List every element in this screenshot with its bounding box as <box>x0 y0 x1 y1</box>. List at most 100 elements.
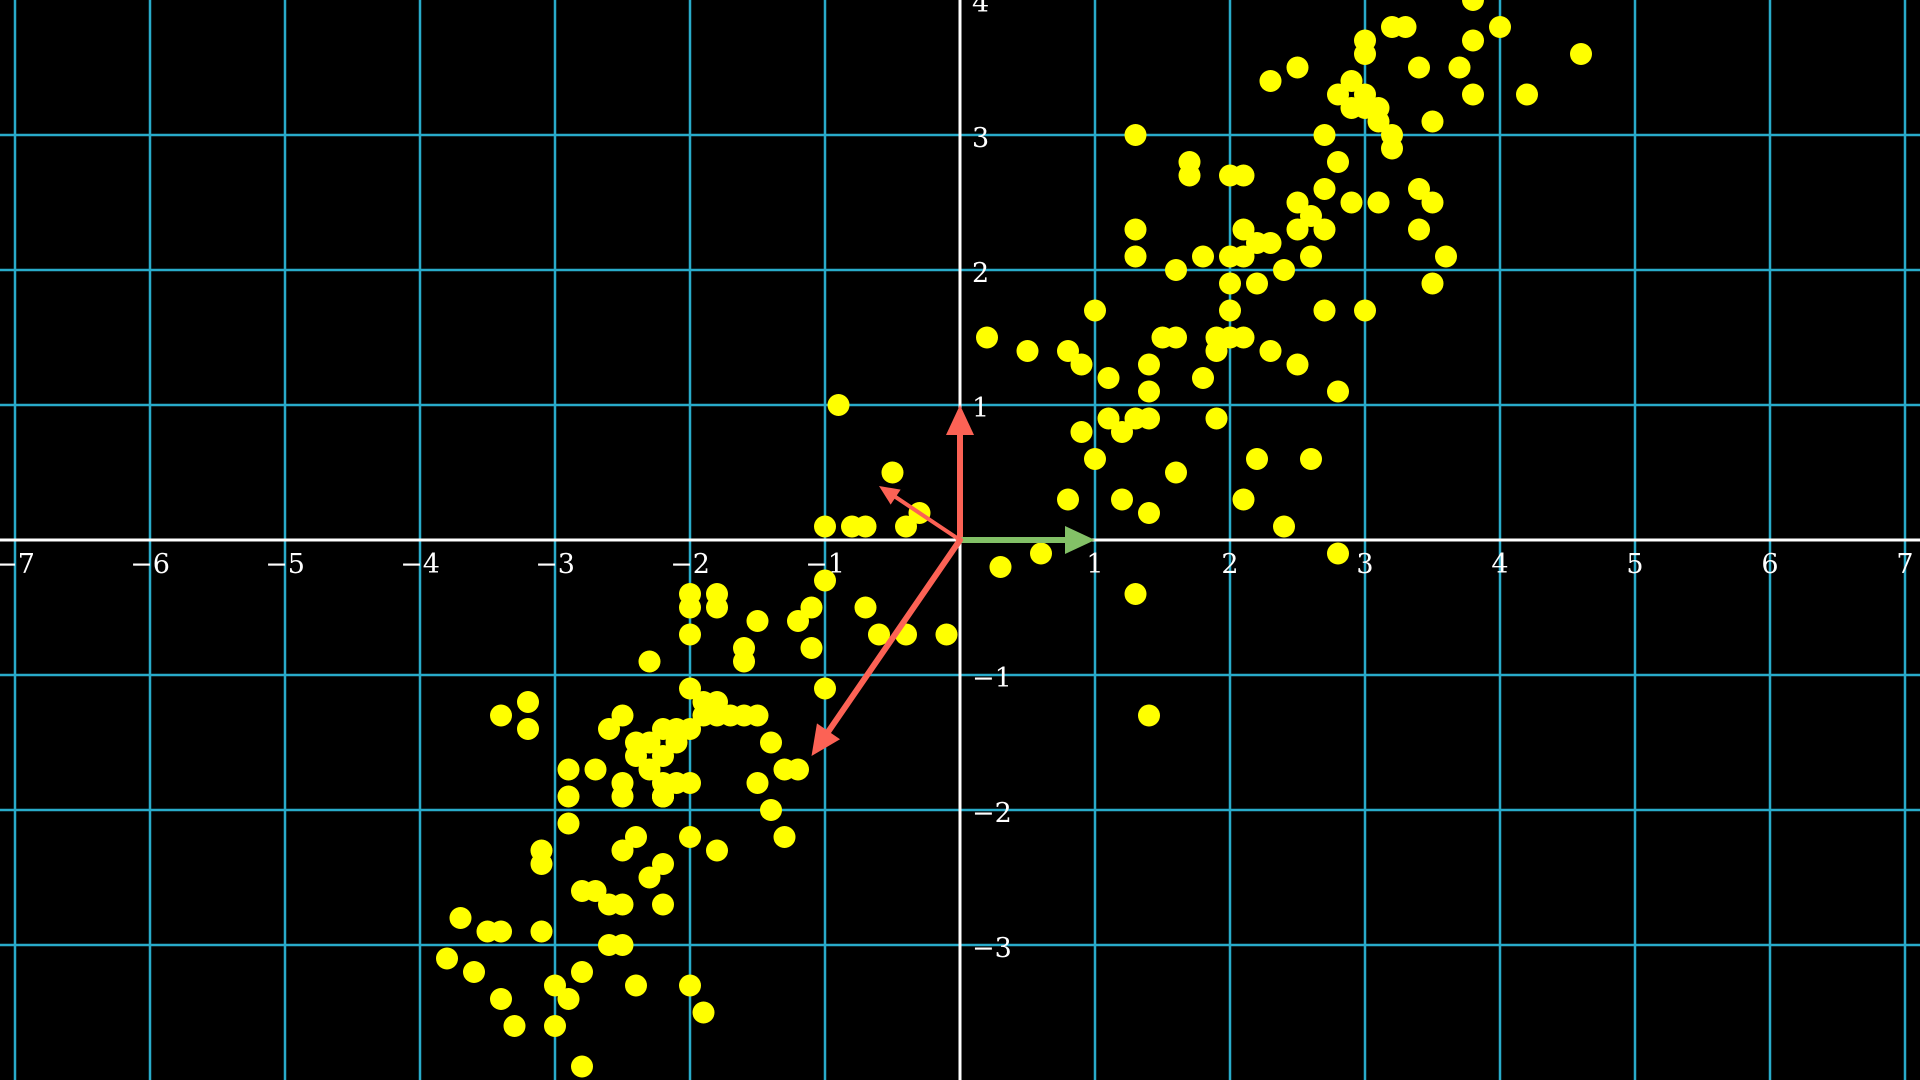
data-point <box>1354 29 1376 52</box>
x-tick-label: 4 <box>1491 549 1508 580</box>
data-point <box>1070 421 1093 443</box>
data-point <box>800 637 823 659</box>
data-point <box>1462 29 1484 52</box>
data-point <box>1286 353 1309 376</box>
data-point <box>1354 299 1376 322</box>
data-point <box>1516 83 1538 106</box>
data-point <box>814 515 836 538</box>
data-point <box>935 623 958 646</box>
data-point <box>1070 353 1093 376</box>
x-tick-label: 2 <box>1221 549 1238 580</box>
y-tick-label: −1 <box>972 663 1012 694</box>
data-point <box>625 974 647 997</box>
data-point <box>638 866 661 889</box>
data-point <box>1219 299 1241 322</box>
data-point <box>1205 407 1228 430</box>
data-point <box>611 704 634 727</box>
x-tick-label: −3 <box>535 549 575 580</box>
data-point <box>503 1015 526 1037</box>
data-point <box>1246 448 1268 470</box>
data-point <box>854 596 877 619</box>
data-point <box>665 731 688 754</box>
data-point <box>1097 407 1120 430</box>
data-point <box>652 893 674 916</box>
data-point <box>490 704 512 727</box>
data-point <box>773 826 796 848</box>
data-point <box>544 974 566 997</box>
data-point <box>517 691 539 713</box>
data-point <box>436 947 458 970</box>
data-point <box>814 677 836 700</box>
data-point <box>517 718 539 740</box>
vector-red-long <box>811 537 963 756</box>
data-point <box>1313 218 1336 241</box>
data-point <box>652 853 674 875</box>
data-point <box>814 569 836 592</box>
x-tick-label: 6 <box>1761 549 1778 580</box>
vector-arrowhead <box>879 486 901 505</box>
y-tick-label: −3 <box>972 933 1012 964</box>
data-point <box>544 1015 566 1037</box>
data-point <box>1030 542 1052 565</box>
data-point <box>638 758 661 781</box>
data-point <box>827 394 850 416</box>
data-point <box>1408 178 1430 200</box>
vector-arrowhead <box>811 723 841 756</box>
y-tick-label: 3 <box>972 123 989 154</box>
data-point <box>787 610 809 632</box>
data-point <box>530 920 553 943</box>
data-point <box>611 893 634 916</box>
data-point <box>1313 299 1336 322</box>
data-point <box>679 677 701 700</box>
data-point <box>557 988 580 1010</box>
y-tick-label: −2 <box>972 798 1012 829</box>
data-point <box>679 826 701 848</box>
vector-shaft <box>825 537 963 735</box>
data-point <box>868 623 890 646</box>
data-point <box>584 758 607 781</box>
data-point <box>1462 0 1484 11</box>
data-point <box>490 920 512 943</box>
data-point <box>1300 205 1322 227</box>
data-point <box>1367 97 1390 119</box>
data-point <box>1057 488 1079 511</box>
data-point <box>1313 178 1336 200</box>
data-point <box>1084 448 1106 470</box>
data-point <box>584 880 607 902</box>
x-tick-label: −1 <box>805 549 845 580</box>
data-point <box>1327 542 1349 565</box>
data-point <box>1205 340 1228 362</box>
vector-shaft <box>893 495 962 542</box>
data-point <box>1111 488 1133 511</box>
data-point <box>1124 124 1147 146</box>
x-tick-label: 5 <box>1626 549 1643 580</box>
data-point <box>571 961 593 983</box>
data-point <box>557 812 580 835</box>
data-point <box>1408 218 1430 241</box>
data-point <box>976 326 998 349</box>
x-tick-label: 1 <box>1086 549 1103 580</box>
data-point <box>1273 515 1295 538</box>
vector-arrowhead <box>946 405 974 435</box>
vector-green-horizontal <box>957 526 1095 554</box>
data-point <box>611 839 634 862</box>
vector-red-vertical <box>946 405 974 543</box>
data-point <box>800 596 823 619</box>
x-tick-label: −6 <box>130 549 170 580</box>
data-point <box>625 826 647 848</box>
data-point <box>706 691 728 713</box>
data-point <box>638 650 661 673</box>
data-point <box>760 799 782 821</box>
data-point <box>1138 502 1160 524</box>
data-point <box>1367 191 1390 214</box>
data-point <box>679 974 701 997</box>
data-point <box>1327 151 1349 173</box>
data-point <box>895 515 917 538</box>
x-tick-label: 7 <box>1896 549 1913 580</box>
data-point <box>1435 245 1457 268</box>
data-point <box>1327 380 1349 403</box>
data-point <box>1124 245 1147 268</box>
data-point <box>1313 124 1336 146</box>
